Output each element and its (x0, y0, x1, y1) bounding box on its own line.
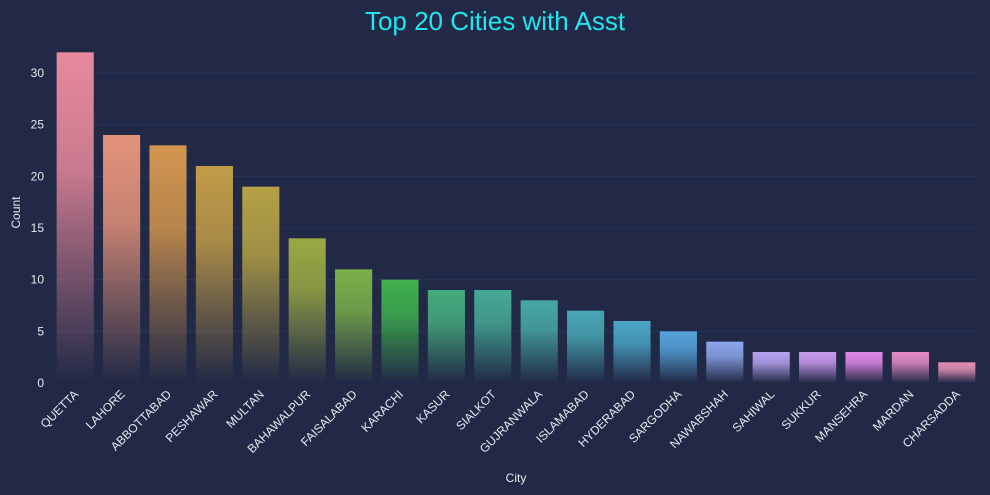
y-tick-label: 15 (31, 221, 45, 235)
bar-nawabshah (706, 341, 744, 383)
y-tick-label: 25 (31, 118, 45, 132)
y-axis-label: Count (9, 196, 23, 229)
y-tick-label: 0 (37, 376, 44, 390)
x-axis-label: City (506, 471, 527, 485)
bar-sialkot (474, 290, 512, 383)
y-axis-ticks: 0 5 10 15 20 25 30 (31, 66, 45, 390)
x-tick-label: SUKKUR (778, 387, 823, 432)
bar-faisalabad (335, 269, 373, 383)
x-tick-label: SIALKOT (453, 387, 499, 433)
y-tick-label: 20 (31, 169, 45, 183)
bars (56, 52, 976, 383)
bar-sukkur (799, 352, 837, 383)
bar-hyderabad (613, 321, 651, 383)
y-tick-label: 5 (37, 324, 44, 338)
bar-mardan (891, 352, 929, 383)
x-tick-label: MULTAN (223, 387, 267, 431)
x-tick-label: MARDAN (870, 387, 917, 434)
bar-charsadda (938, 362, 976, 383)
chart-title: Top 20 Cities with Asst (365, 6, 626, 36)
x-tick-label: LAHORE (83, 387, 128, 432)
bar-multan (242, 186, 280, 383)
bar-kasur (427, 290, 465, 383)
bar-peshawar (195, 166, 233, 383)
y-tick-label: 30 (31, 66, 45, 80)
bar-mansehra (845, 352, 883, 383)
bar-islamabad (567, 310, 605, 383)
grid-lines (52, 72, 980, 332)
y-tick-label: 10 (31, 273, 45, 287)
bar-karachi (381, 279, 419, 383)
x-tick-label: KARACHI (359, 387, 407, 435)
bar-bahawalpur (288, 238, 326, 383)
bar-sargodha (659, 331, 697, 383)
x-tick-label: QUETTA (38, 387, 82, 431)
bar-quetta (56, 52, 94, 383)
bar-gujranwala (520, 300, 558, 383)
bar-lahore (103, 135, 141, 383)
bar-abbottabad (149, 145, 187, 383)
x-tick-label: SAHIWAL (730, 387, 778, 435)
bar-sahiwal (752, 352, 790, 383)
x-tick-label: KASUR (413, 387, 452, 426)
